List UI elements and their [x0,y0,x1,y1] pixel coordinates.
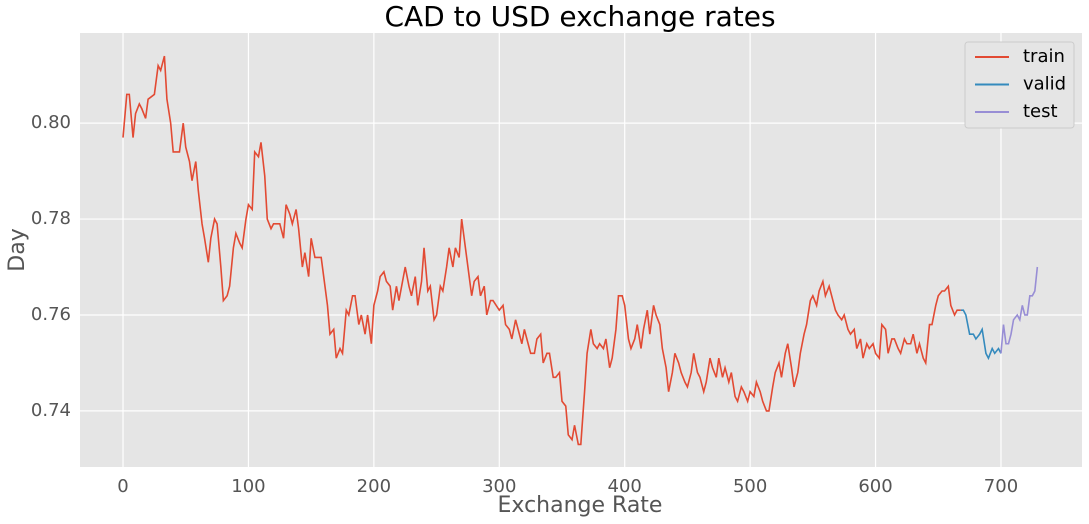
plot-area [80,33,1082,467]
x-axis-label: Exchange Rate [498,493,663,518]
y-tick-label: 0.76 [31,304,71,325]
x-tick-label: 400 [608,476,642,497]
legend-label: valid [1023,74,1066,95]
x-tick-label: 700 [984,476,1018,497]
legend-label: test [1023,101,1058,122]
y-axis-label: Day [5,228,30,271]
y-tick-label: 0.78 [31,208,71,229]
legend-box [964,41,1075,129]
y-tick-label: 0.74 [31,400,71,421]
x-tick-label: 300 [482,476,516,497]
chart-title: CAD to USD exchange rates [384,0,775,33]
line [960,309,1002,361]
x-tick-label: 100 [231,476,265,497]
legend-label: train [1023,46,1065,67]
x-tick-label: 200 [357,476,391,497]
y-tick-label: 0.80 [31,112,71,133]
x-tick-label: 600 [858,476,892,497]
line [122,55,961,446]
x-tick-label: 0 [117,476,128,497]
line [1000,266,1039,354]
x-tick-label: 500 [733,476,767,497]
